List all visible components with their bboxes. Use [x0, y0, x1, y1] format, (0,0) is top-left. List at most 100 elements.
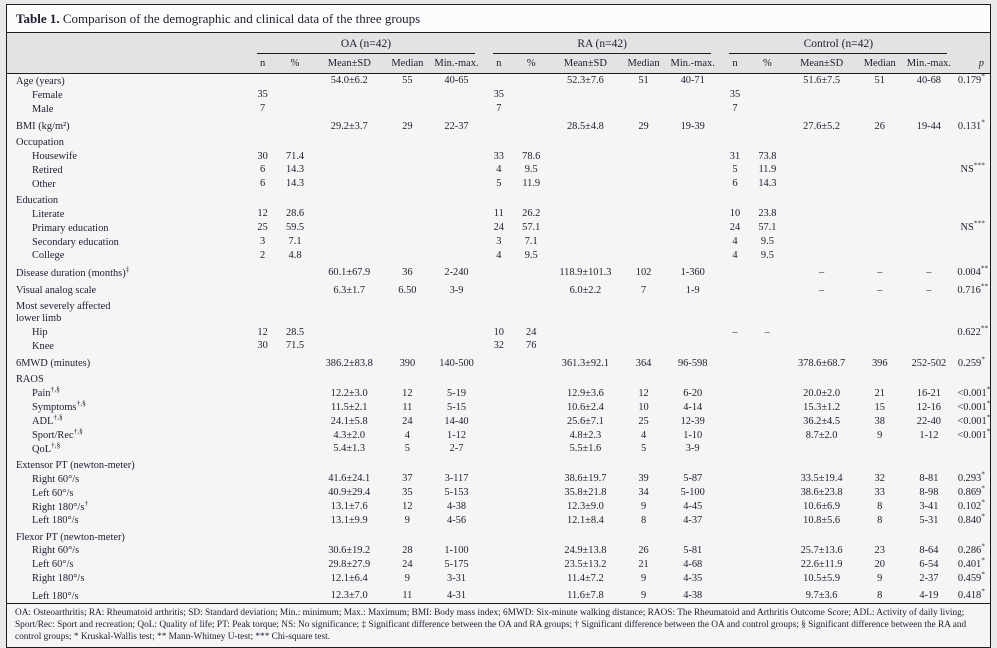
control-n	[720, 339, 749, 353]
row-label: Housewife	[32, 151, 78, 163]
ra-minmax	[665, 249, 720, 263]
ra-minmax	[665, 207, 720, 221]
oa-pct: 71.4	[285, 150, 305, 162]
row-label: Knee	[32, 340, 54, 352]
control-n	[720, 528, 749, 544]
control-pct	[750, 544, 785, 558]
p-value	[956, 177, 990, 191]
ra-pct	[514, 297, 549, 325]
row-label: Age (years)	[16, 75, 65, 87]
control-pct: 9.5	[760, 249, 774, 261]
control-pct	[750, 102, 785, 116]
ra-mean: 11.4±7.2	[567, 572, 604, 584]
control-median: 23	[874, 544, 885, 556]
ra-minmax: 4-14	[683, 401, 703, 413]
ra-n: 4	[496, 164, 502, 176]
corner-cell	[7, 33, 248, 55]
control-minmax: 6-54	[919, 558, 939, 570]
oa-n	[248, 400, 277, 414]
control-mean	[785, 149, 858, 163]
ra-mean: 24.9±13.8	[564, 544, 607, 556]
row-label: Right 180°/s	[32, 573, 85, 585]
control-pct: 57.1	[758, 222, 777, 234]
control-n	[720, 280, 749, 298]
ra-median: 102	[635, 267, 652, 279]
oa-mean: 60.1±67.9	[328, 267, 371, 279]
control-median	[858, 339, 901, 353]
control-pct	[750, 528, 785, 544]
control-minmax	[901, 221, 956, 235]
oa-n	[248, 442, 277, 456]
control-pct	[750, 414, 785, 428]
section-row: Occupation	[7, 133, 990, 149]
oa-median: 37	[402, 473, 413, 485]
ra-n	[484, 585, 513, 603]
oa-pct: 28.6	[285, 208, 305, 220]
control-mean: 9.7±3.6	[805, 590, 838, 602]
table-row: Left 60°/s 29.8±27.9 24 5-175 23.5±13.2 21 4-6…	[7, 556, 990, 571]
control-minmax: 3-41	[919, 501, 939, 513]
oa-median	[386, 88, 429, 102]
ra-median	[622, 249, 665, 263]
oa-pct	[277, 370, 312, 386]
oa-n	[248, 414, 277, 428]
control-minmax: 2-37	[919, 572, 939, 584]
ra-pct	[514, 191, 549, 207]
oa-n	[248, 428, 277, 442]
oa-mean	[313, 528, 386, 544]
oa-median: 4	[404, 429, 410, 441]
ra-median	[622, 88, 665, 102]
control-mean: 8.7±2.0	[805, 429, 838, 441]
control-n: 7	[732, 103, 738, 115]
oa-median	[386, 249, 429, 263]
table-row: 6MWD (minutes) 386.2±83.8 390 140-500 361.3±…	[7, 353, 990, 371]
section-row: Extensor PT (newton-meter)	[7, 456, 990, 472]
ra-n	[484, 353, 513, 371]
subheader-ra-median: Median	[621, 55, 666, 74]
oa-n: 7	[260, 103, 266, 115]
control-n: –	[732, 326, 738, 338]
control-n	[720, 191, 749, 207]
control-n	[720, 370, 749, 386]
control-minmax: 8-98	[919, 487, 939, 499]
p-value: 0.286*	[957, 541, 985, 556]
p-value: 0.869*	[957, 483, 985, 499]
ra-median	[622, 191, 665, 207]
control-n	[720, 116, 749, 134]
control-median	[858, 149, 901, 163]
control-mean: 15.3±1.2	[803, 401, 841, 413]
control-median: 38	[874, 415, 885, 427]
control-n	[720, 386, 749, 400]
ra-mean: 23.5±13.2	[564, 558, 607, 570]
control-minmax	[901, 249, 956, 263]
oa-mean: 13.1±9.9	[330, 515, 368, 526]
section-row: Most severely affected lower limb	[7, 297, 990, 325]
control-median: 51	[874, 75, 885, 87]
oa-mean: 30.6±19.2	[328, 544, 371, 556]
ra-mean	[549, 221, 622, 235]
oa-pct	[277, 442, 312, 456]
control-median: –	[877, 267, 883, 279]
ra-pct	[514, 585, 549, 603]
p-value: <0.001*	[957, 412, 991, 427]
control-n	[720, 500, 749, 514]
oa-minmax	[429, 370, 484, 386]
oa-minmax: 5-15	[447, 401, 467, 413]
ra-median	[622, 177, 665, 191]
row-label: Symptoms†,§	[32, 398, 86, 414]
p-value: 0.293*	[957, 469, 985, 485]
ra-mean: 12.3±9.0	[566, 501, 604, 513]
oa-pct	[277, 514, 312, 528]
ra-mean	[549, 456, 622, 472]
table-row: Secondary education 3 7.1 3 7.1 4 9.5	[7, 235, 990, 249]
control-median: 8	[877, 501, 883, 513]
ra-mean: 118.9±101.3	[559, 267, 612, 279]
control-median	[858, 177, 901, 191]
oa-mean	[313, 207, 386, 221]
oa-n	[248, 544, 277, 558]
table-row: Pain†,§ 12.2±3.0 12 5-19 12.9±3.6 12 6-20 20.0±…	[7, 385, 990, 400]
table-caption: Comparison of the demographic and clinic…	[59, 11, 421, 26]
control-n	[720, 74, 749, 88]
ra-median: 5	[640, 443, 647, 455]
ra-n	[484, 133, 513, 149]
